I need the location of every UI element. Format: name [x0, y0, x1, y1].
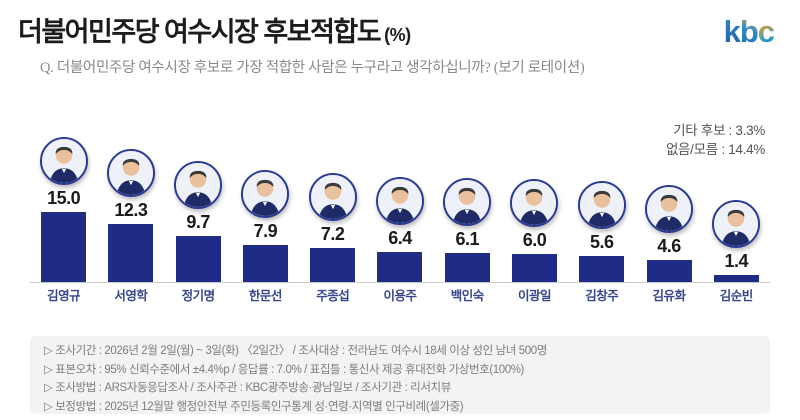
- page-title-text: 더불어민주당 여수시장 후보적합도: [18, 17, 382, 47]
- person-silhouette-icon: [108, 151, 153, 196]
- kbc-logo-letter-k: k: [723, 14, 741, 49]
- candidate-value: 6.1: [455, 229, 479, 250]
- candidate-value: 9.7: [186, 212, 210, 233]
- candidate-name: 서영학: [114, 289, 148, 303]
- candidate-value: 5.6: [589, 231, 614, 252]
- candidate-value: 7.2: [320, 224, 345, 245]
- candidate-value: 4.6: [657, 236, 681, 257]
- candidate-column: 7.9: [232, 169, 299, 282]
- candidate-photo: [510, 178, 559, 227]
- candidate-bar: [242, 244, 288, 282]
- candidate-column: 4.6: [635, 185, 702, 282]
- candidate-name: 김창주: [585, 289, 619, 303]
- candidate-name: 백인숙: [450, 289, 485, 303]
- person-silhouette-icon: [243, 171, 288, 216]
- candidate-bar: [444, 253, 490, 282]
- page-title-unit: (%): [384, 25, 411, 45]
- candidate-name: 정기명: [181, 289, 216, 303]
- other-responses-note: 기타 후보 : 3.3% 없음/모름 : 14.4%: [666, 121, 765, 159]
- footer-note-line: ▷ 표본오차 : 95% 신뢰수준에서 ±4.4%p / 응답률 : 7.0% …: [44, 363, 524, 376]
- candidate-column: 6.0: [501, 178, 568, 282]
- candidate-name: 김순빈: [719, 289, 754, 303]
- candidate-photo: [645, 185, 694, 234]
- candidate-name: 김영규: [47, 289, 81, 303]
- candidate-photo: [174, 161, 223, 210]
- person-silhouette-icon: [176, 163, 221, 208]
- footer-note-line: ▷ 보정방법 : 2025년 12월말 행정안전부 주민등록인구통계 성·연령·…: [44, 400, 464, 413]
- candidate-column: 6.4: [366, 176, 433, 282]
- candidate-value: 12.3: [114, 200, 148, 221]
- person-silhouette-icon: [41, 138, 86, 183]
- candidate-column: 5.6: [568, 180, 635, 282]
- chart-names: 김영규 서영학 정기명 한문선 주종섭 이용주 백인숙 이광일 김창주 김유화 김순빈: [30, 285, 770, 304]
- candidate-photo: [443, 178, 492, 227]
- candidate-name: 이용주: [383, 289, 417, 303]
- candidate-value: 1.4: [724, 251, 749, 272]
- candidate-bar: [646, 260, 692, 282]
- candidate-value: 15.0: [47, 187, 81, 208]
- candidate-bar: [41, 211, 87, 282]
- candidate-bar: [511, 253, 557, 282]
- candidate-photo: [375, 176, 424, 225]
- candidate-column: 1.4: [703, 200, 770, 282]
- candidate-bar: [108, 224, 154, 282]
- candidate-value: 6.4: [388, 227, 412, 248]
- none-dontknow-note: 없음/모름 : 14.4%: [665, 142, 765, 157]
- person-silhouette-icon: [647, 187, 692, 232]
- candidate-photo: [308, 173, 357, 222]
- candidate-column: 7.2: [299, 173, 366, 282]
- candidate-bar: [310, 248, 356, 282]
- kbc-logo-letter-c: c: [757, 14, 775, 49]
- page-title: 더불어민주당 여수시장 후보적합도 (%): [18, 10, 411, 49]
- candidate-column: 12.3: [97, 149, 164, 282]
- candidate-bar: [713, 275, 759, 282]
- candidate-photo: [712, 200, 761, 249]
- candidate-photo: [577, 180, 626, 229]
- kbc-logo-letter-b: b: [739, 14, 759, 49]
- person-silhouette-icon: [445, 180, 490, 225]
- candidate-column: 9.7: [165, 161, 232, 282]
- kbc-logo: kbc: [723, 14, 775, 49]
- candidate-column: 15.0: [30, 136, 97, 282]
- candidate-name: 한문선: [248, 289, 283, 303]
- candidate-name: 김유화: [652, 289, 687, 303]
- candidate-bar: [579, 255, 625, 282]
- person-silhouette-icon: [512, 180, 557, 225]
- survey-question: Q. 더불어민주당 여수시장 후보로 가장 적합한 사람은 누구라고 생각하십니…: [40, 60, 585, 76]
- candidate-value: 7.9: [253, 220, 278, 241]
- footer-notes: ▷ 조사기간 : 2026년 2월 2일(월) ~ 3일(화) 〈2일간〉 / …: [30, 336, 770, 414]
- bar-chart: 15.0 12.3 9.7 7.9 7.2 6.4 6.1 6.0 5.6 4.6 1.4: [30, 132, 770, 283]
- person-silhouette-icon: [714, 202, 759, 247]
- candidate-name: 이광일: [517, 289, 552, 303]
- candidate-photo: [241, 169, 290, 218]
- footer-note-line: ▷ 조사기간 : 2026년 2월 2일(월) ~ 3일(화) 〈2일간〉 / …: [44, 345, 547, 357]
- candidate-bar: [377, 251, 423, 282]
- person-silhouette-icon: [377, 178, 422, 223]
- candidate-value: 6.0: [522, 229, 547, 250]
- candidate-column: 6.1: [434, 178, 501, 282]
- candidate-bar: [175, 236, 221, 282]
- candidate-photo: [106, 149, 155, 198]
- candidate-photo: [39, 136, 88, 185]
- person-silhouette-icon: [310, 175, 355, 220]
- person-silhouette-icon: [579, 182, 624, 227]
- other-candidates-note: 기타 후보 : 3.3%: [673, 123, 765, 138]
- candidate-name: 주종섭: [316, 289, 350, 303]
- footer-note-line: ▷ 조사방법 : ARS자동응답조사 / 조사주관 : KBC광주방송·광남일보…: [44, 382, 451, 394]
